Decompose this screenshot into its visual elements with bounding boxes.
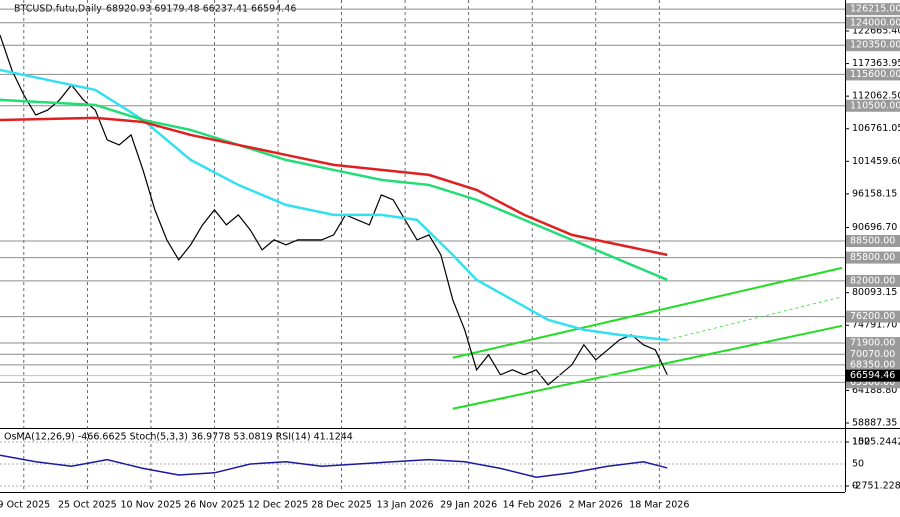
y-tick-label: 74791.70	[852, 320, 897, 331]
y-tick-label: 100	[852, 437, 870, 448]
level-label: 126215.00	[850, 4, 900, 15]
x-tick-label: 25 Oct 2025	[58, 500, 117, 511]
trend-line	[452, 324, 843, 410]
level-label: 110500.00	[850, 100, 900, 111]
y-tick-label: 117363.95	[852, 58, 900, 69]
level-label-box	[846, 68, 900, 81]
level-label-box	[846, 274, 900, 287]
x-tick-label: 13 Jan 2026	[377, 500, 434, 511]
x-tick-label: 18 Mar 2026	[629, 500, 689, 511]
y-tick-label: 101459.60	[852, 156, 900, 167]
level-label: 85800.00	[850, 252, 895, 263]
current-price-box	[846, 369, 900, 382]
x-tick-label: 12 Dec 2025	[248, 500, 309, 511]
trend-line	[452, 266, 843, 359]
x-tick-label: 28 Dec 2025	[311, 500, 372, 511]
current-price-label: 66594.46	[850, 370, 895, 381]
level-label: 76200.00	[850, 311, 895, 322]
y-tick-label: 96158.15	[852, 188, 897, 199]
moving-average	[0, 98, 668, 281]
level-label-box	[846, 310, 900, 323]
moving-average	[0, 68, 668, 342]
level-label: 68350.00	[850, 359, 895, 370]
x-tick-label: 2 Mar 2026	[569, 500, 623, 511]
y2-tick-label: -2751.2287	[852, 481, 900, 492]
level-label: 70070.00	[850, 349, 895, 360]
x-tick-label: 9 Oct 2025	[0, 500, 50, 511]
y-tick-label: 90696.70	[852, 222, 897, 233]
level-label-box	[846, 16, 900, 29]
y2-tick-label: 1525.2442	[852, 437, 900, 448]
x-tick-label: 29 Jan 2026	[440, 500, 497, 511]
level-label: 71900.00	[850, 338, 895, 349]
y-tick-label: 106761.05	[852, 123, 900, 134]
y-tick-label: 0	[852, 481, 858, 492]
level-label: 124000.00	[850, 17, 900, 28]
indicator-title: OsMA(12,26,9) -466.6625 Stoch(5,3,3) 36.…	[4, 432, 353, 443]
rsi-line	[0, 454, 668, 478]
level-label-box	[846, 348, 900, 361]
level-label-box	[846, 3, 900, 16]
y-tick-label: 80093.15	[852, 287, 897, 298]
level-label-box	[846, 337, 900, 350]
y-tick-label: 122665.40	[852, 25, 900, 36]
level-label: 120350.00	[850, 40, 900, 51]
level-label-box	[846, 39, 900, 52]
moving-average	[0, 116, 668, 257]
y-tick-label: 64188.80	[852, 385, 897, 396]
y-tick-label: 112062.50	[852, 91, 900, 102]
y-tick-label: 50	[852, 459, 864, 470]
x-tick-label: 26 Nov 2025	[184, 500, 245, 511]
x-tick-label: 10 Nov 2025	[120, 500, 181, 511]
level-label-box	[846, 358, 900, 371]
level-label-box	[846, 234, 900, 247]
level-label: 115600.00	[850, 69, 900, 80]
level-label: 88500.00	[850, 235, 895, 246]
price-line	[0, 34, 668, 386]
x-tick-label: 14 Feb 2026	[503, 500, 562, 511]
level-label-box	[846, 251, 900, 264]
level-label: 65500.00	[850, 377, 895, 388]
y-tick-label: 58887.35	[852, 418, 897, 429]
level-label-box	[846, 99, 900, 112]
level-label: 82000.00	[850, 275, 895, 286]
